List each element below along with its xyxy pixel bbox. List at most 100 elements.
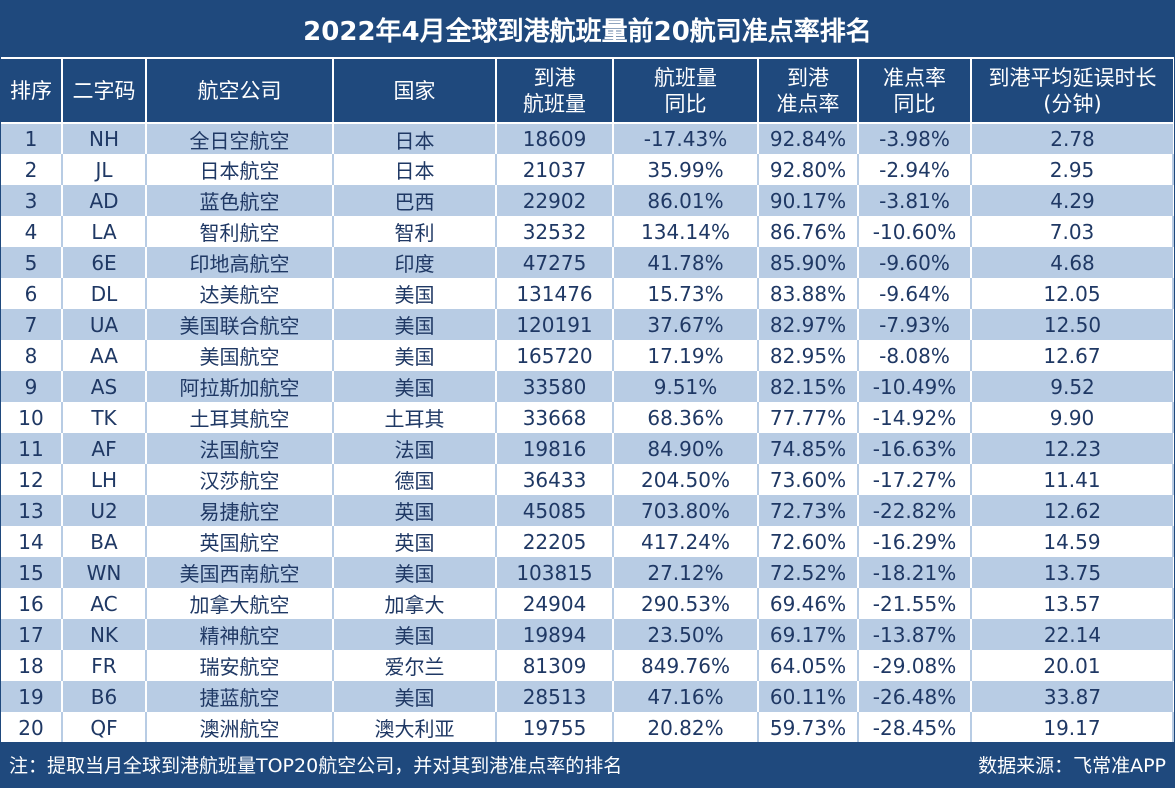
table-cell: 加拿大 — [333, 588, 497, 619]
table-cell: 134.14% — [613, 216, 759, 247]
table-row: 12 LH 汉莎航空 德国 36433 204.50% 73.60% -17.27% 11.41 — [1, 464, 1174, 495]
table-cell: 阿拉斯加航空 — [146, 371, 334, 402]
table-cell: 18 — [1, 650, 63, 681]
table-cell: 85.90% — [758, 247, 859, 278]
table-cell: 290.53% — [613, 588, 759, 619]
table-cell: 3 — [1, 185, 63, 216]
table-cell: 9.51% — [613, 371, 759, 402]
table-row: 3 AD 蓝色航空 巴西 22902 86.01% 90.17% -3.81% 4.29 — [1, 185, 1173, 216]
table-cell: 84.90% — [613, 433, 759, 464]
table-cell: 日本 — [333, 123, 497, 154]
table-cell: NK — [62, 619, 147, 650]
table-cell: 12.50 — [971, 309, 1173, 340]
table-cell: 19.17 — [971, 712, 1174, 743]
table-cell: 12.67 — [971, 340, 1174, 371]
table-cell: 蓝色航空 — [146, 185, 334, 216]
table-cell: 美国 — [333, 309, 497, 340]
table-cell: 7.03 — [971, 216, 1174, 247]
table-cell: 18609 — [496, 123, 614, 154]
table-row: 10 TK 土耳其航空 土耳其 33668 68.36% 77.77% -14.92% 9.90 — [1, 402, 1174, 433]
table-cell: -18.21% — [858, 557, 972, 588]
table-cell: 35.99% — [613, 154, 759, 185]
table-cell: 45085 — [496, 495, 614, 526]
table-cell: 165720 — [496, 340, 614, 371]
table-cell: 69.17% — [758, 619, 859, 650]
column-header: 到港 准点率 — [758, 59, 859, 124]
table-cell: -29.08% — [858, 650, 972, 681]
table-row: 18 FR 瑞安航空 爱尔兰 81309 849.76% 64.05% -29.08% 20.0… — [1, 650, 1174, 681]
table-cell: 64.05% — [758, 650, 859, 681]
table-cell: 全日空航空 — [146, 123, 334, 154]
table-cell: JL — [62, 154, 147, 185]
table-cell: WN — [62, 557, 147, 588]
table-cell: FR — [62, 650, 147, 681]
table-cell: 美国航空 — [146, 340, 334, 371]
table-cell: 47.16% — [613, 681, 759, 712]
table-cell: 82.97% — [758, 309, 859, 340]
table-cell: 72.73% — [758, 495, 859, 526]
table-cell: AC — [62, 588, 147, 619]
table-cell: 19755 — [496, 712, 614, 743]
table-row: 11 AF 法国航空 法国 19816 84.90% 74.85% -16.63% 12.23 — [1, 433, 1173, 464]
table-cell: 204.50% — [613, 464, 759, 495]
table-cell: 美国 — [333, 557, 497, 588]
table-cell: 11 — [1, 433, 63, 464]
table-row: 14 BA 英国航空 英国 22205 417.24% 72.60% -16.29% 14.59 — [1, 526, 1174, 557]
table-cell: 86.01% — [613, 185, 759, 216]
table-cell: AS — [62, 371, 147, 402]
table-cell: 土耳其航空 — [146, 402, 334, 433]
table-cell: BA — [62, 526, 147, 557]
table-row: 1 NH 全日空航空 日本 18609 -17.43% 92.84% -3.98% 2.78 — [1, 123, 1173, 154]
table-cell: 巴西 — [333, 185, 497, 216]
table-cell: -10.60% — [858, 216, 972, 247]
table-row: 20 QF 澳洲航空 澳大利亚 19755 20.82% 59.73% -28.45% 19.1… — [1, 712, 1174, 743]
table-cell: 849.76% — [613, 650, 759, 681]
table-cell: 印度 — [333, 247, 497, 278]
table-cell: 28513 — [496, 681, 614, 712]
table-cell: 22902 — [496, 185, 614, 216]
table-cell: 美国联合航空 — [146, 309, 334, 340]
table-cell: 4 — [1, 216, 63, 247]
table-cell: 12 — [1, 464, 63, 495]
table-cell: -10.49% — [858, 371, 972, 402]
table-cell: AA — [62, 340, 147, 371]
table-cell: 19894 — [496, 619, 614, 650]
table-cell: 美国 — [333, 340, 497, 371]
table-cell: -2.94% — [858, 154, 972, 185]
table-cell: 20 — [1, 712, 63, 743]
table-cell: -3.81% — [858, 185, 972, 216]
table-cell: U2 — [62, 495, 147, 526]
table-cell: 59.73% — [758, 712, 859, 743]
table-cell: 16 — [1, 588, 63, 619]
column-header: 准点率 同比 — [858, 59, 972, 124]
table-cell: 13 — [1, 495, 63, 526]
table-row: 19 B6 捷蓝航空 美国 28513 47.16% 60.11% -26.48% 33.87 — [1, 681, 1173, 712]
table-cell: 9 — [1, 371, 63, 402]
table-cell: 33.87 — [971, 681, 1173, 712]
table-row: 15 WN 美国西南航空 美国 103815 27.12% 72.52% -18.21% 13.… — [1, 557, 1173, 588]
table-cell: 68.36% — [613, 402, 759, 433]
table-cell: -7.93% — [858, 309, 972, 340]
table-cell: 印地高航空 — [146, 247, 334, 278]
table-cell: 47275 — [496, 247, 614, 278]
table-cell: 美国 — [333, 619, 497, 650]
column-header: 到港平均延误时长 (分钟) — [971, 59, 1173, 124]
table-cell: 82.15% — [758, 371, 859, 402]
table-cell: -22.82% — [858, 495, 972, 526]
table-cell: 12.23 — [971, 433, 1173, 464]
table-cell: 69.46% — [758, 588, 859, 619]
table-cell: 92.80% — [758, 154, 859, 185]
table-cell: 9.90 — [971, 402, 1174, 433]
table-row: 13 U2 易捷航空 英国 45085 703.80% 72.73% -22.82% 12.62 — [1, 495, 1173, 526]
table-cell: 60.11% — [758, 681, 859, 712]
table-cell: 智利 — [333, 216, 497, 247]
table-cell: 90.17% — [758, 185, 859, 216]
table-cell: 智利航空 — [146, 216, 334, 247]
table-cell: -16.63% — [858, 433, 972, 464]
table-cell: -13.87% — [858, 619, 972, 650]
table-row: 8 AA 美国航空 美国 165720 17.19% 82.95% -8.08% 12.67 — [1, 340, 1174, 371]
table-cell: 英国 — [333, 526, 497, 557]
table-cell: AD — [62, 185, 147, 216]
column-header: 航班量 同比 — [613, 59, 759, 124]
